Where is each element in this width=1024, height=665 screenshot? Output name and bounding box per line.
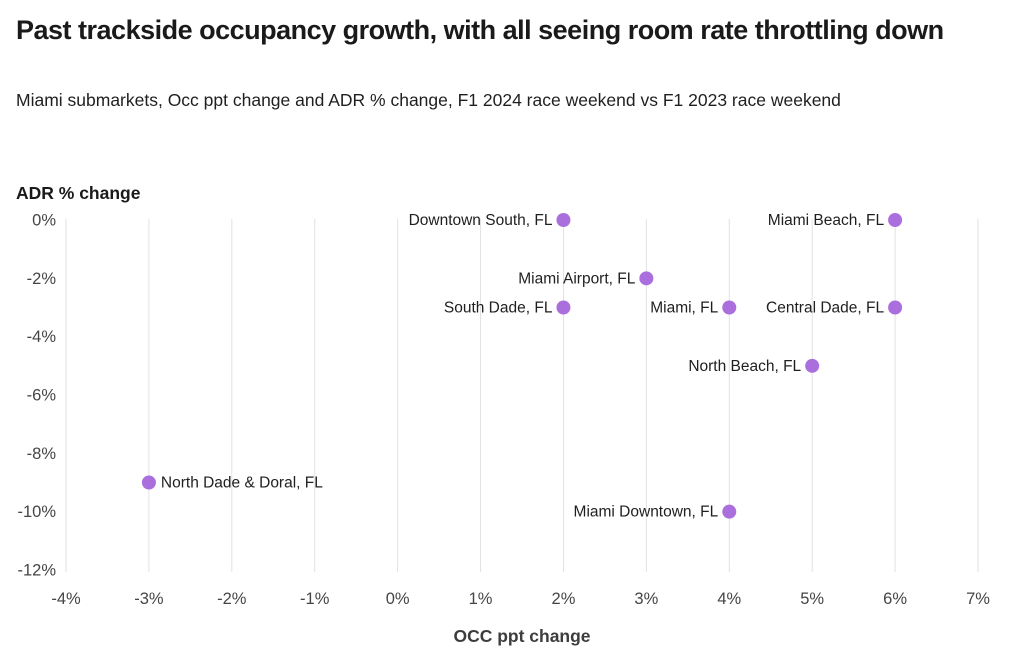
x-tick-label: -1% — [300, 590, 330, 608]
x-tick-label: 5% — [800, 590, 824, 608]
x-tick-label: 7% — [966, 590, 990, 608]
data-point-label: North Dade & Doral, FL — [161, 475, 323, 492]
data-point — [556, 300, 571, 315]
data-point — [805, 358, 820, 373]
data-point-label: Downtown South, FL — [409, 212, 553, 229]
x-tick-label: 2% — [552, 590, 576, 608]
x-tick-label: -2% — [217, 590, 247, 608]
data-point — [556, 213, 571, 227]
x-axis-title: OCC ppt change — [453, 626, 591, 646]
x-tick-label: -3% — [134, 590, 164, 608]
y-tick-label: 0% — [32, 212, 56, 230]
chart-subtitle: Miami submarkets, Occ ppt change and ADR… — [16, 90, 841, 110]
data-point — [722, 300, 737, 315]
y-tick-label: -2% — [27, 270, 57, 288]
y-tick-label: -10% — [17, 503, 56, 521]
data-point — [639, 271, 654, 286]
data-point-label: Central Dade, FL — [766, 300, 884, 317]
data-point-label: South Dade, FL — [444, 300, 553, 317]
x-tick-label: 4% — [717, 590, 741, 608]
data-point-label: Miami Beach, FL — [768, 212, 885, 229]
data-point-label: Miami Downtown, FL — [574, 504, 719, 521]
y-tick-label: -12% — [17, 562, 56, 580]
data-point — [141, 475, 156, 490]
data-point — [888, 213, 903, 227]
data-point-label: North Beach, FL — [688, 358, 801, 375]
data-point-label: Miami Airport, FL — [518, 270, 636, 287]
x-tick-label: 3% — [634, 590, 658, 608]
chart-title: Past trackside occupancy growth, with al… — [16, 15, 944, 45]
data-point-label: Miami, FL — [650, 300, 718, 317]
y-tick-label: -4% — [27, 328, 57, 346]
x-tick-label: 0% — [386, 590, 410, 608]
data-point — [722, 504, 737, 519]
y-axis-title: ADR % change — [16, 183, 141, 203]
data-point — [888, 300, 903, 315]
y-tick-label: -8% — [27, 445, 57, 463]
x-tick-label: 1% — [469, 590, 493, 608]
x-tick-label: 6% — [883, 590, 907, 608]
x-tick-label: -4% — [51, 590, 81, 608]
y-tick-label: -6% — [27, 387, 57, 405]
